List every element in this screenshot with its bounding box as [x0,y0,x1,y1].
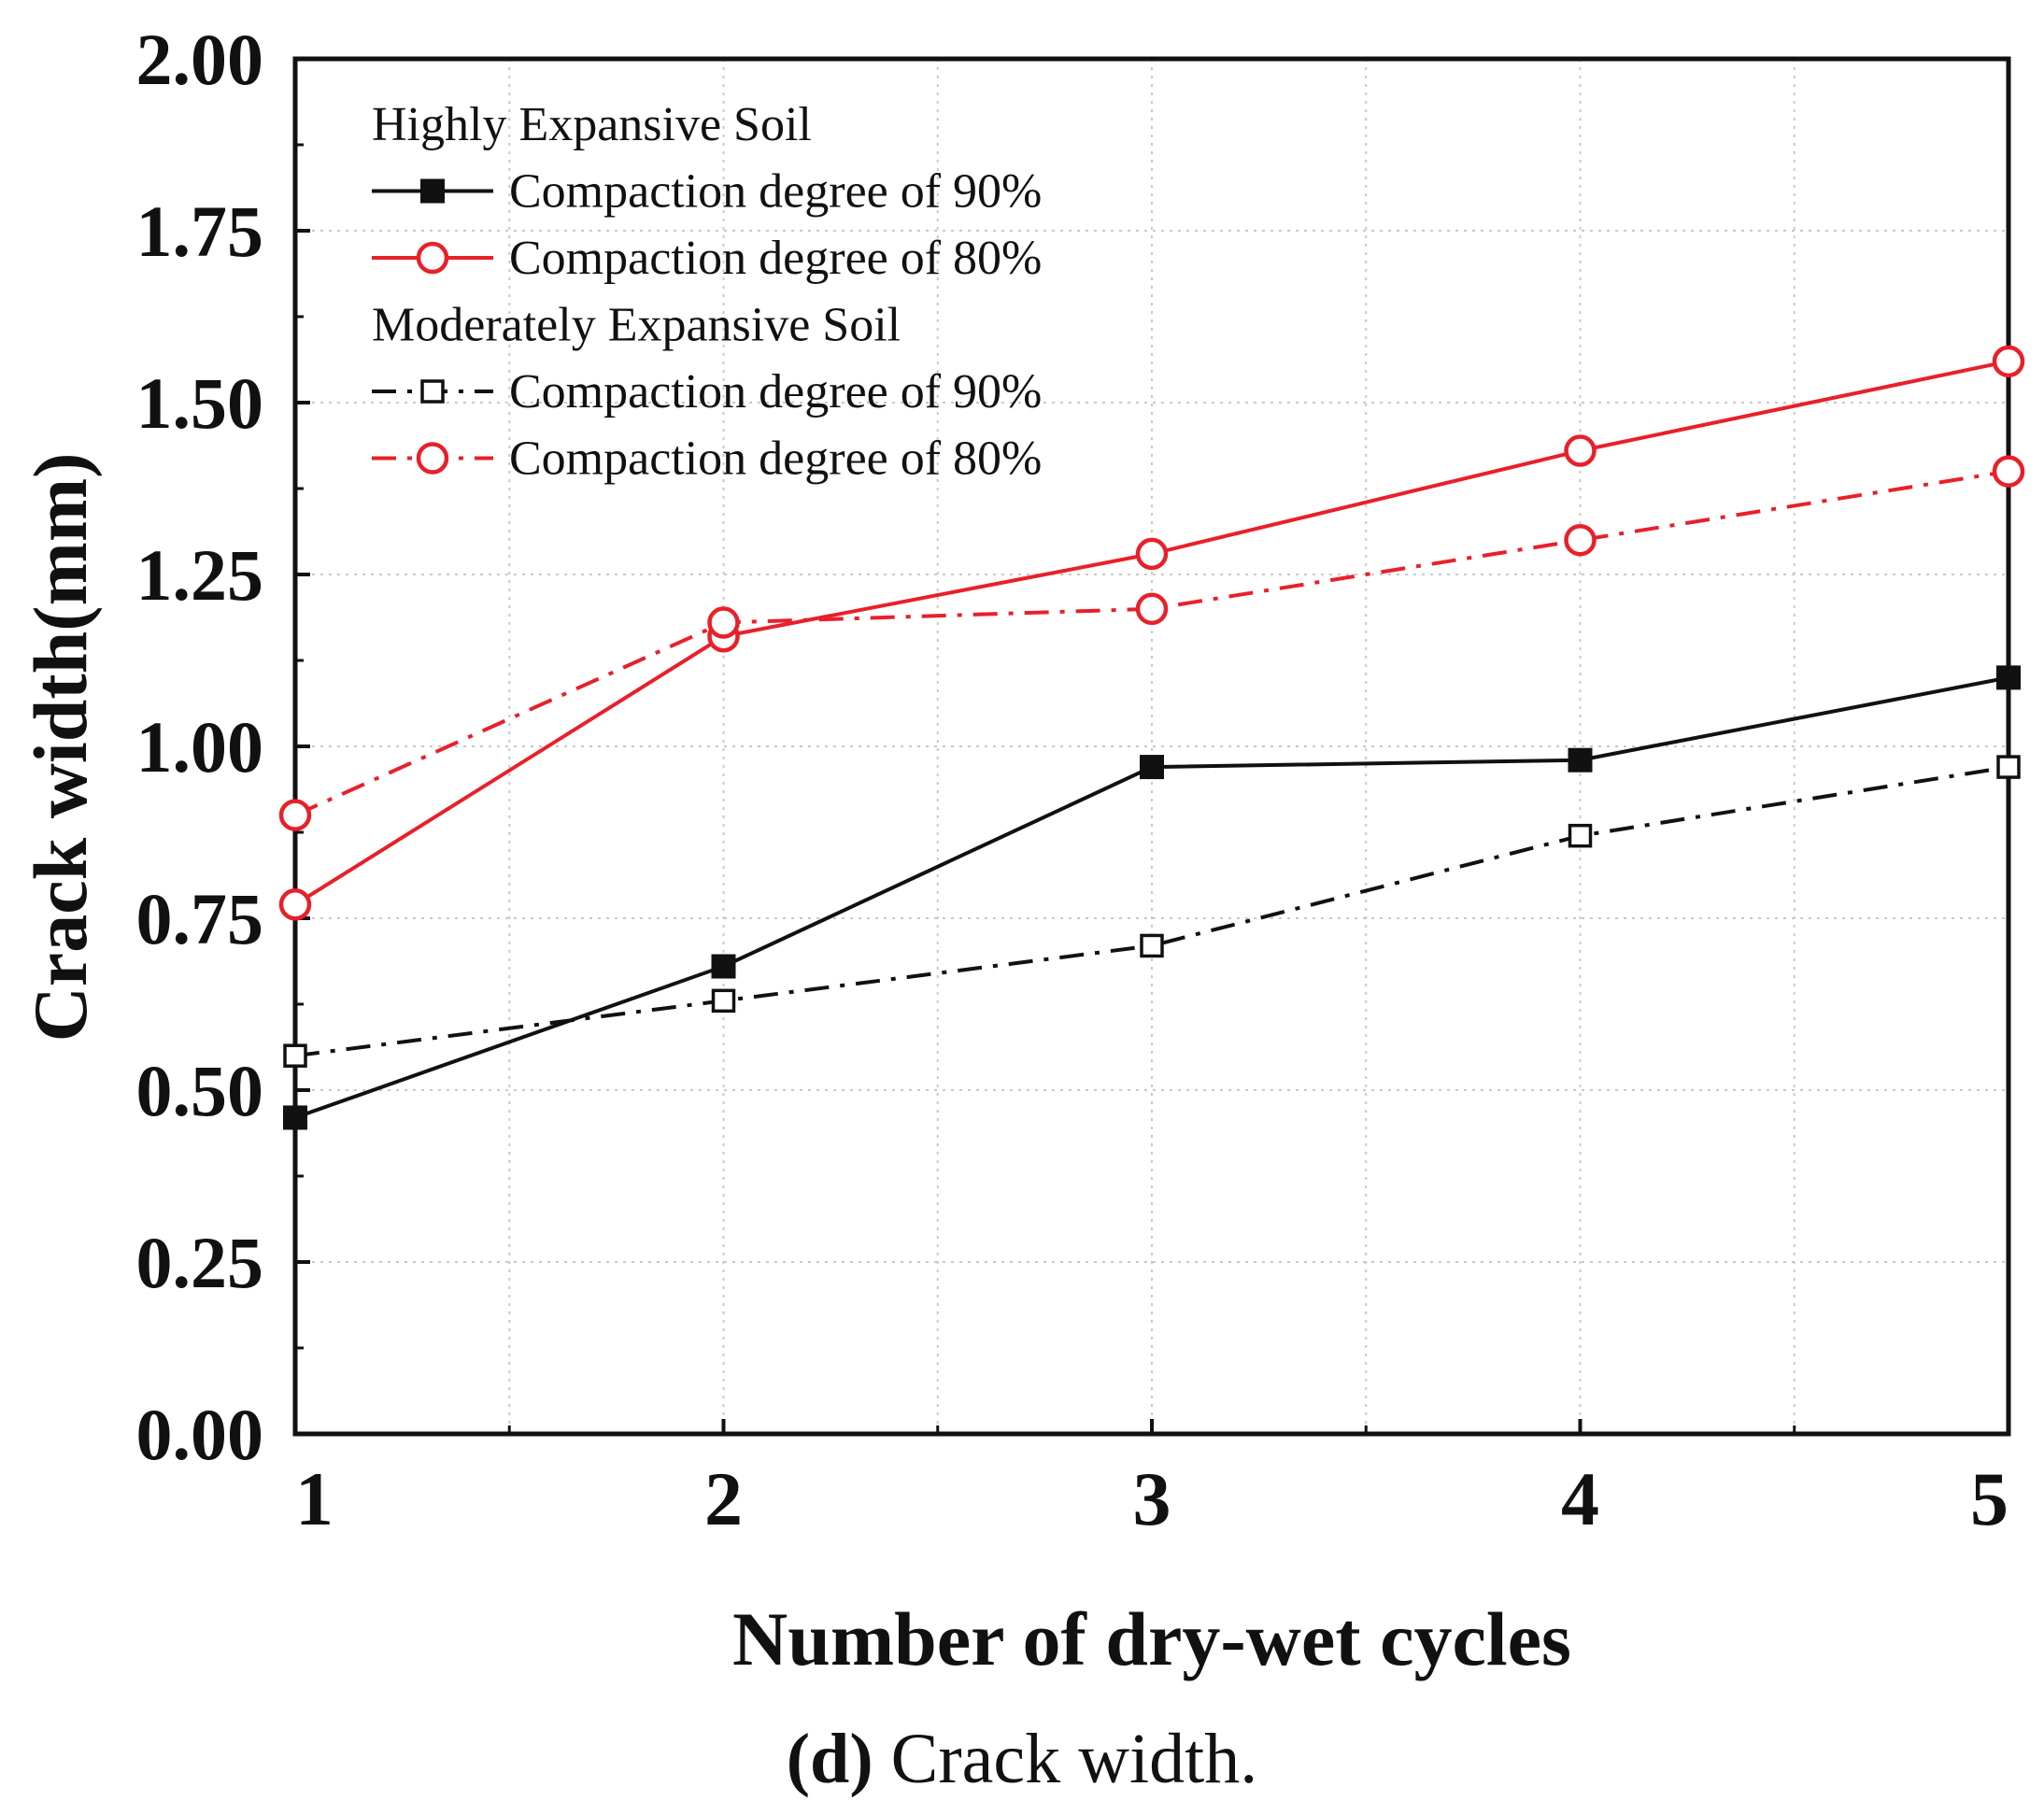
legend-group-title: Moderately Expansive Soil [372,299,901,352]
data-point-series-3 [283,1043,307,1068]
y-tick-label: 1.75 [136,191,264,272]
data-point-series-4 [1135,592,1169,626]
data-point-series-2 [278,888,312,921]
x-tick-label: 1 [295,1456,334,1541]
data-point-series-1 [1568,747,1593,773]
data-point-series-1 [1996,665,2021,690]
figure-caption: (d) Crack width. [787,1720,1257,1798]
y-tick-label: 1.00 [136,706,264,787]
legend-entry-2: Compaction degree of 80% [509,232,1042,285]
caption-text: Crack width. [873,1720,1258,1798]
y-axis-title: Crack width(mm) [18,453,103,1042]
x-tick-label: 4 [1561,1456,1599,1541]
data-point-series-4 [278,799,312,831]
data-point-series-1 [711,954,736,979]
data-point-series-2 [1992,345,2025,378]
x-tick-label: 2 [704,1456,743,1541]
data-point-series-3 [1996,755,2021,779]
data-point-series-4 [1564,523,1597,557]
data-point-series-2 [1135,537,1169,571]
x-axis-title: Number of dry-wet cycles [732,1596,1571,1681]
data-point-series-2 [1564,434,1597,467]
y-tick-label: 1.50 [136,362,264,444]
data-point-series-3 [711,988,736,1014]
legend-marker-4 [416,442,449,475]
data-point-series-4 [1992,455,2025,488]
legend-marker-1 [420,178,445,204]
data-point-series-3 [1140,933,1164,958]
series-line-3 [294,765,2009,1058]
series-line-4 [294,469,2009,817]
legend-marker-2 [416,241,449,275]
axis-ticks: 0.00 0.25 0.50 0.75 1.00 1.25 1.50 1.75 2.00 1 2 3 4… [136,19,2010,1541]
y-tick-label: 2.00 [136,19,264,100]
grid-lines [295,59,2009,1434]
x-tick-label: 5 [1970,1456,2009,1541]
y-tick-label: 0.25 [136,1222,264,1303]
data-point-series-1 [1140,755,1164,780]
data-point-series-4 [707,606,740,639]
series-markers [278,345,2025,1130]
data-point-series-1 [283,1105,307,1130]
legend-group-title: Highly Expansive Soil [372,98,812,151]
caption-label: (d) [787,1720,873,1798]
y-tick-label: 0.50 [136,1050,264,1131]
y-tick-label: 1.25 [136,534,264,616]
legend-entry-1: Compaction degree of 90% [509,165,1042,219]
y-tick-label: 0.00 [136,1394,264,1475]
legend-marker-3 [420,379,445,404]
x-tick-label: 3 [1133,1456,1171,1541]
data-point-series-3 [1568,823,1593,848]
legend: Highly Expansive Soil Compaction degree o… [372,98,1042,486]
legend-entry-3: Compaction degree of 90% [509,365,1042,418]
legend-entry-4: Compaction degree of 80% [509,433,1042,486]
y-tick-label: 0.75 [136,878,264,959]
